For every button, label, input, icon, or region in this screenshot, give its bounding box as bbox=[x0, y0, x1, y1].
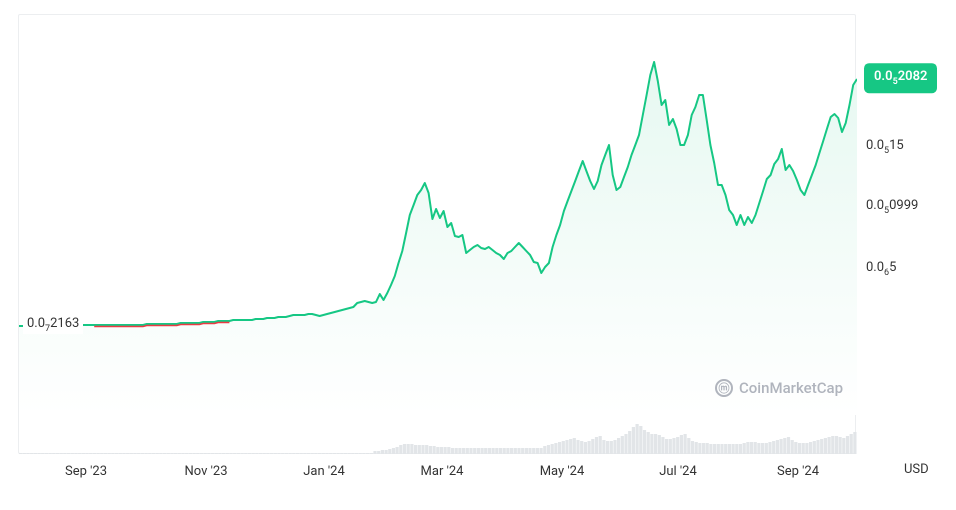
y-tick-label: 0.065 bbox=[866, 260, 956, 278]
x-tick-label: Jan '24 bbox=[303, 464, 345, 479]
coinmarketcap-icon: ⓜ bbox=[715, 379, 733, 397]
volume-bars-svg bbox=[19, 414, 857, 454]
price-chart: 0.072163 ⓜ CoinMarketCap 0.05150.0509990… bbox=[18, 14, 938, 492]
x-tick-label: Jul '24 bbox=[659, 464, 697, 479]
start-price-label: 0.072163 bbox=[23, 316, 83, 334]
x-tick-label: Nov '23 bbox=[185, 464, 228, 479]
x-tick-label: Sep '24 bbox=[777, 464, 819, 479]
x-tick-label: May '24 bbox=[540, 464, 585, 479]
x-axis: Sep '23 Nov '23 Jan '24 Mar '24 May '24 Jul '… bbox=[18, 464, 856, 488]
y-tick-label: 0.0515 bbox=[866, 138, 956, 156]
y-tick-label: 0.050999 bbox=[866, 198, 956, 216]
x-tick-label: Sep '23 bbox=[65, 464, 107, 479]
x-tick-label: Mar '24 bbox=[421, 464, 464, 479]
currency-label: USD bbox=[904, 462, 929, 477]
watermark-text: CoinMarketCap bbox=[739, 379, 843, 397]
watermark: ⓜ CoinMarketCap bbox=[715, 379, 843, 397]
plot-area[interactable]: 0.072163 ⓜ CoinMarketCap bbox=[18, 14, 856, 454]
current-price-badge: 0.052082 bbox=[864, 63, 937, 93]
price-line-svg bbox=[19, 15, 857, 415]
